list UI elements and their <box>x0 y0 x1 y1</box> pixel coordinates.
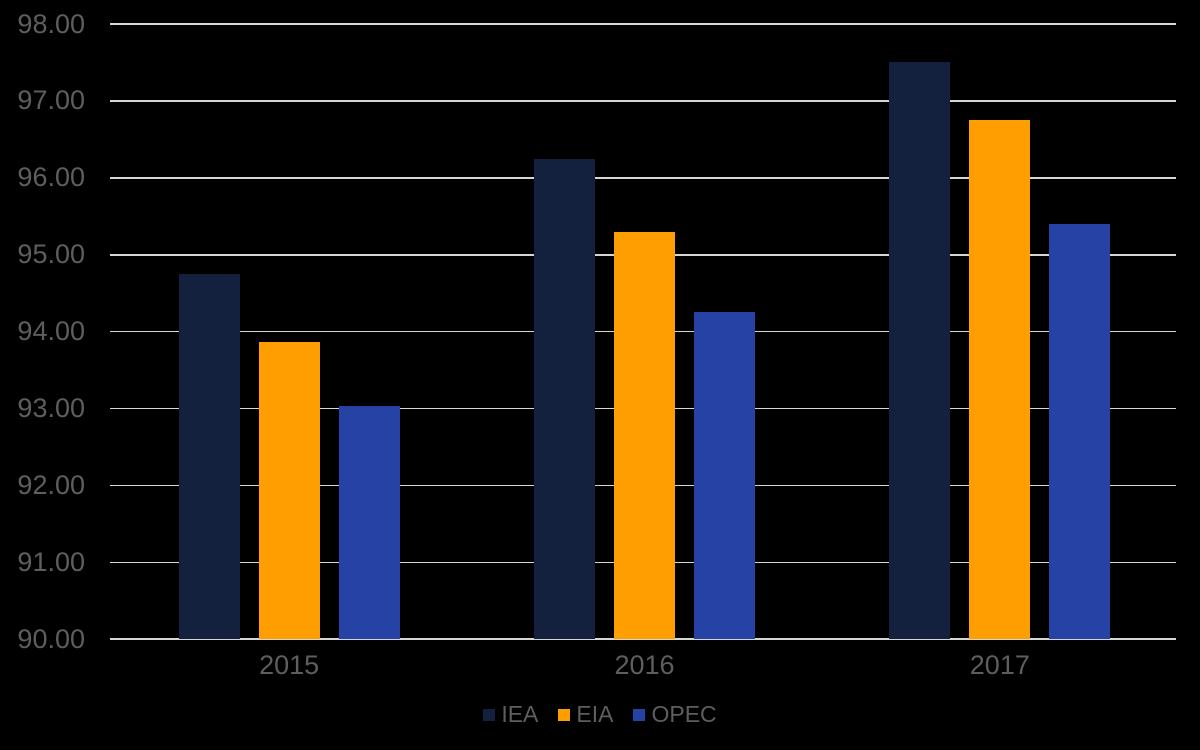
y-axis-tick-label: 92.00 <box>17 470 85 501</box>
y-axis-tick-label: 95.00 <box>17 239 85 270</box>
y-axis-tick-label: 94.00 <box>17 316 85 347</box>
legend-swatch-icon <box>633 708 646 721</box>
y-axis-tick-label: 98.00 <box>17 8 85 39</box>
bar-opec-2015 <box>338 406 400 640</box>
gridline <box>110 23 1176 25</box>
y-axis-tick-label: 96.00 <box>17 162 85 193</box>
y-axis-tick-label: 90.00 <box>17 623 85 654</box>
legend-swatch-icon <box>483 708 496 721</box>
legend-item-iea: IEA <box>483 703 538 726</box>
x-axis-tick-label: 2016 <box>614 650 675 680</box>
x-axis-tick-label: 2015 <box>259 650 320 680</box>
legend-swatch-icon <box>558 708 571 721</box>
legend-item-opec: OPEC <box>633 701 717 727</box>
bar-eia-2016 <box>614 231 675 640</box>
x-axis-tick-label: 2017 <box>969 650 1030 680</box>
bar-opec-2017 <box>1049 224 1111 640</box>
legend-item-eia: EIA <box>558 703 613 726</box>
legend-label: OPEC <box>651 701 717 727</box>
bar-iea-2017 <box>889 62 951 640</box>
bar-iea-2016 <box>534 158 595 640</box>
legend-label: IEA <box>501 701 539 727</box>
gridline <box>110 100 1176 102</box>
legend-label: EIA <box>576 701 614 727</box>
x-axis-line <box>110 638 1176 641</box>
legend: IEA EIA OPEC <box>0 703 1200 726</box>
y-axis-tick-label: 97.00 <box>17 85 85 116</box>
bar-iea-2015 <box>178 274 240 640</box>
bar-opec-2016 <box>694 312 755 640</box>
bar-eia-2015 <box>258 342 320 640</box>
y-axis-tick-label: 91.00 <box>17 546 85 577</box>
gridline <box>110 177 1176 179</box>
y-axis-tick-label: 93.00 <box>17 393 85 424</box>
bar-eia-2017 <box>969 120 1031 640</box>
